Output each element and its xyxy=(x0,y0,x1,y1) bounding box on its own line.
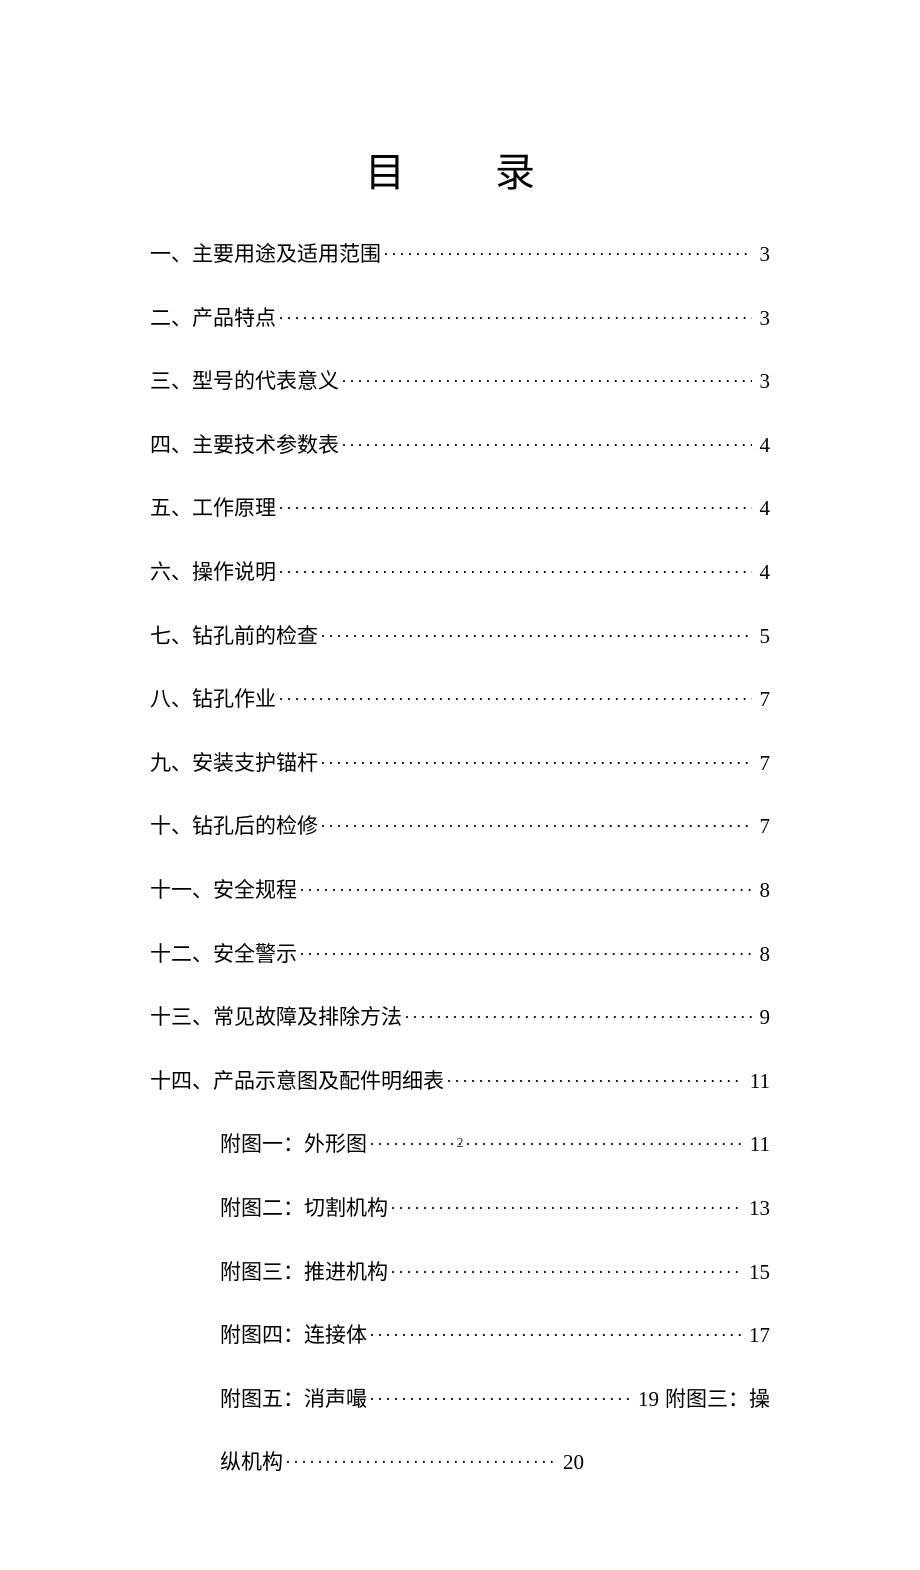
toc-entry: 一、主要用途及适用范围 3 xyxy=(150,238,770,272)
toc-entry-page: 5 xyxy=(754,620,771,654)
toc-leader-dots xyxy=(390,1258,741,1279)
toc-entry-label: 十、钻孔后的检修 xyxy=(150,810,318,844)
toc-entry-label: 八、钻孔作业 xyxy=(150,683,276,717)
toc-entry: 三、型号的代表意义 3 xyxy=(150,365,770,399)
toc-entry-label: 十三、常见故障及排除方法 xyxy=(150,1001,402,1035)
toc-entry-page: 15 xyxy=(743,1256,770,1290)
toc-leader-dots xyxy=(446,1067,742,1088)
toc-entry: 十一、安全规程 8 xyxy=(150,874,770,908)
toc-list: 一、主要用途及适用范围3二、产品特点3三、型号的代表意义3四、主要技术参数表4五… xyxy=(150,238,770,1480)
toc-entry-suffix: 附图三：操 xyxy=(665,1383,770,1417)
toc-leader-dots xyxy=(299,940,752,961)
toc-entry-page: 20 xyxy=(557,1446,584,1480)
toc-leader-dots xyxy=(320,812,752,833)
toc-leader-dots xyxy=(341,431,752,452)
toc-entry-label: 纵机构 xyxy=(220,1446,283,1480)
toc-leader-dots xyxy=(320,749,752,770)
toc-entry-page: 3 xyxy=(754,302,771,336)
toc-entry-label: 一、主要用途及适用范围 xyxy=(150,238,381,272)
page-number: 2 xyxy=(0,1136,920,1152)
toc-entry-page: 9 xyxy=(754,1001,771,1035)
toc-entry-page: 7 xyxy=(754,810,771,844)
toc-entry-page: 4 xyxy=(754,429,771,463)
toc-entry-label: 七、钻孔前的检查 xyxy=(150,620,318,654)
toc-entry-label: 附图二：切割机构 xyxy=(220,1192,388,1226)
toc-entry-page: 3 xyxy=(754,365,771,399)
toc-entry-page: 4 xyxy=(754,556,771,590)
toc-entry: 五、工作原理 4 xyxy=(150,492,770,526)
toc-entry-page: 17 xyxy=(743,1319,770,1353)
toc-entry-page: 3 xyxy=(754,238,771,272)
toc-entry: 六、操作说明 4 xyxy=(150,556,770,590)
toc-entry: 八、钻孔作业 7 xyxy=(150,683,770,717)
toc-leader-dots xyxy=(278,558,752,579)
toc-title: 目录 xyxy=(150,140,770,198)
toc-entry-page: 13 xyxy=(743,1192,770,1226)
toc-entry: 二、产品特点 3 xyxy=(150,302,770,336)
toc-entry-label: 十四、产品示意图及配件明细表 xyxy=(150,1065,444,1099)
toc-entry-label: 附图五：消声嘬 xyxy=(220,1383,367,1417)
toc-entry: 十四、产品示意图及配件明细表 11 xyxy=(150,1065,770,1099)
toc-entry-page: 11 xyxy=(744,1065,770,1099)
toc-leader-dots xyxy=(278,685,752,706)
toc-entry-label: 十二、安全警示 xyxy=(150,938,297,972)
toc-entry: 附图四：连接体 17 xyxy=(150,1319,770,1353)
toc-leader-dots xyxy=(369,1385,630,1406)
toc-leader-dots xyxy=(404,1003,752,1024)
toc-leader-dots xyxy=(383,240,752,261)
toc-leader-dots xyxy=(278,494,752,515)
toc-entry: 附图二：切割机构 13 xyxy=(150,1192,770,1226)
toc-leader-dots xyxy=(341,367,752,388)
toc-entry-label: 四、主要技术参数表 xyxy=(150,429,339,463)
toc-entry-label: 五、工作原理 xyxy=(150,492,276,526)
toc-leader-dots xyxy=(299,876,752,897)
toc-entry-label: 十一、安全规程 xyxy=(150,874,297,908)
toc-leader-dots xyxy=(320,622,752,643)
toc-entry-label: 二、产品特点 xyxy=(150,302,276,336)
toc-leader-dots xyxy=(390,1194,741,1215)
toc-leader-dots xyxy=(278,304,752,325)
toc-entry: 九、安装支护锚杆 7 xyxy=(150,747,770,781)
toc-entry: 四、主要技术参数表 4 xyxy=(150,429,770,463)
toc-entry: 十三、常见故障及排除方法 9 xyxy=(150,1001,770,1035)
toc-leader-dots xyxy=(285,1448,555,1469)
toc-entry: 附图三：推进机构 15 xyxy=(150,1256,770,1290)
document-page: 目录 一、主要用途及适用范围 3 二、产品特点 3 三、型号的代表意义 3 四、主要技术参数… xyxy=(0,0,920,1570)
toc-entry-label: 六、操作说明 xyxy=(150,556,276,590)
toc-entry-page: 8 xyxy=(754,874,771,908)
toc-entry: 十、钻孔后的检修 7 xyxy=(150,810,770,844)
toc-entry-label: 三、型号的代表意义 xyxy=(150,365,339,399)
toc-entry: 七、钻孔前的检查 5 xyxy=(150,620,770,654)
toc-entry-page: 8 xyxy=(754,938,771,972)
toc-entry-label: 附图三：推进机构 xyxy=(220,1256,388,1290)
toc-entry-page: 7 xyxy=(754,747,771,781)
toc-entry-page: 4 xyxy=(754,492,771,526)
toc-entry-page: 19 xyxy=(632,1383,659,1417)
toc-entry-page: 7 xyxy=(754,683,771,717)
toc-entry: 十二、安全警示 8 xyxy=(150,938,770,972)
toc-entry-label: 附图四：连接体 xyxy=(220,1319,367,1353)
toc-entry-wrapped: 纵机构 20 xyxy=(150,1446,770,1480)
toc-leader-dots xyxy=(369,1321,741,1342)
toc-entry-label: 九、安装支护锚杆 xyxy=(150,747,318,781)
toc-entry: 附图五：消声嘬 19附图三：操 xyxy=(150,1383,770,1417)
